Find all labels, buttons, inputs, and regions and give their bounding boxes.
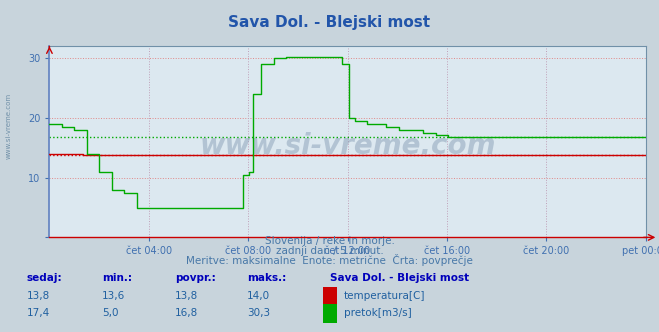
Text: Meritve: maksimalne  Enote: metrične  Črta: povprečje: Meritve: maksimalne Enote: metrične Črta… [186,254,473,266]
Text: maks.:: maks.: [247,273,287,283]
Text: www.si-vreme.com: www.si-vreme.com [5,93,11,159]
Text: min.:: min.: [102,273,132,283]
Text: www.si-vreme.com: www.si-vreme.com [200,132,496,160]
Text: 14,0: 14,0 [247,291,270,301]
Text: Slovenija / reke in morje.: Slovenija / reke in morje. [264,236,395,246]
Text: pretok[m3/s]: pretok[m3/s] [344,308,412,318]
Text: 5,0: 5,0 [102,308,119,318]
Text: temperatura[C]: temperatura[C] [344,291,426,301]
Text: 13,6: 13,6 [102,291,125,301]
Text: 30,3: 30,3 [247,308,270,318]
Text: Sava Dol. - Blejski most: Sava Dol. - Blejski most [330,273,469,283]
Text: 13,8: 13,8 [26,291,49,301]
Text: zadnji dan / 5 minut.: zadnji dan / 5 minut. [275,246,384,256]
Text: povpr.:: povpr.: [175,273,215,283]
Text: sedaj:: sedaj: [26,273,62,283]
Text: 17,4: 17,4 [26,308,49,318]
Text: 16,8: 16,8 [175,308,198,318]
Text: Sava Dol. - Blejski most: Sava Dol. - Blejski most [229,15,430,30]
Text: 13,8: 13,8 [175,291,198,301]
